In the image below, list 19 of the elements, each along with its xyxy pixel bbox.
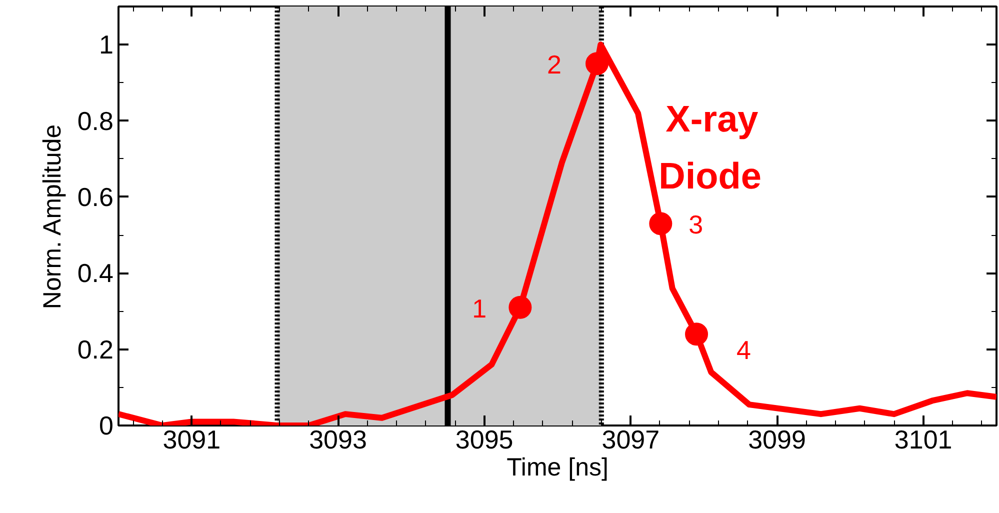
y-tick-label: 0.2	[77, 334, 114, 364]
y-tick-label: 0.8	[77, 106, 114, 136]
x-tick-label: 3101	[894, 424, 952, 454]
x-tick-label: 3097	[602, 424, 660, 454]
y-tick-label: 1	[99, 30, 114, 60]
x-tick-label: 3093	[309, 424, 367, 454]
y-tick-label: 0.6	[77, 182, 114, 212]
annotation: 3	[688, 210, 704, 240]
x-tick-label: 3095	[455, 424, 514, 454]
y-tick-label: 0.4	[77, 258, 114, 288]
x-tick-label: 3091	[162, 424, 221, 454]
annotation: 2	[547, 50, 562, 80]
y-tick-label: 0	[99, 410, 114, 440]
annotation: 1	[472, 293, 487, 324]
x-tick-label: 3099	[748, 424, 806, 454]
annotation: 4	[736, 335, 751, 366]
series-label: X-ray Diode	[658, 98, 762, 197]
y-axis-title: Norm. Amplitude	[38, 124, 66, 310]
x-axis-title: Time [ns]	[506, 454, 608, 482]
